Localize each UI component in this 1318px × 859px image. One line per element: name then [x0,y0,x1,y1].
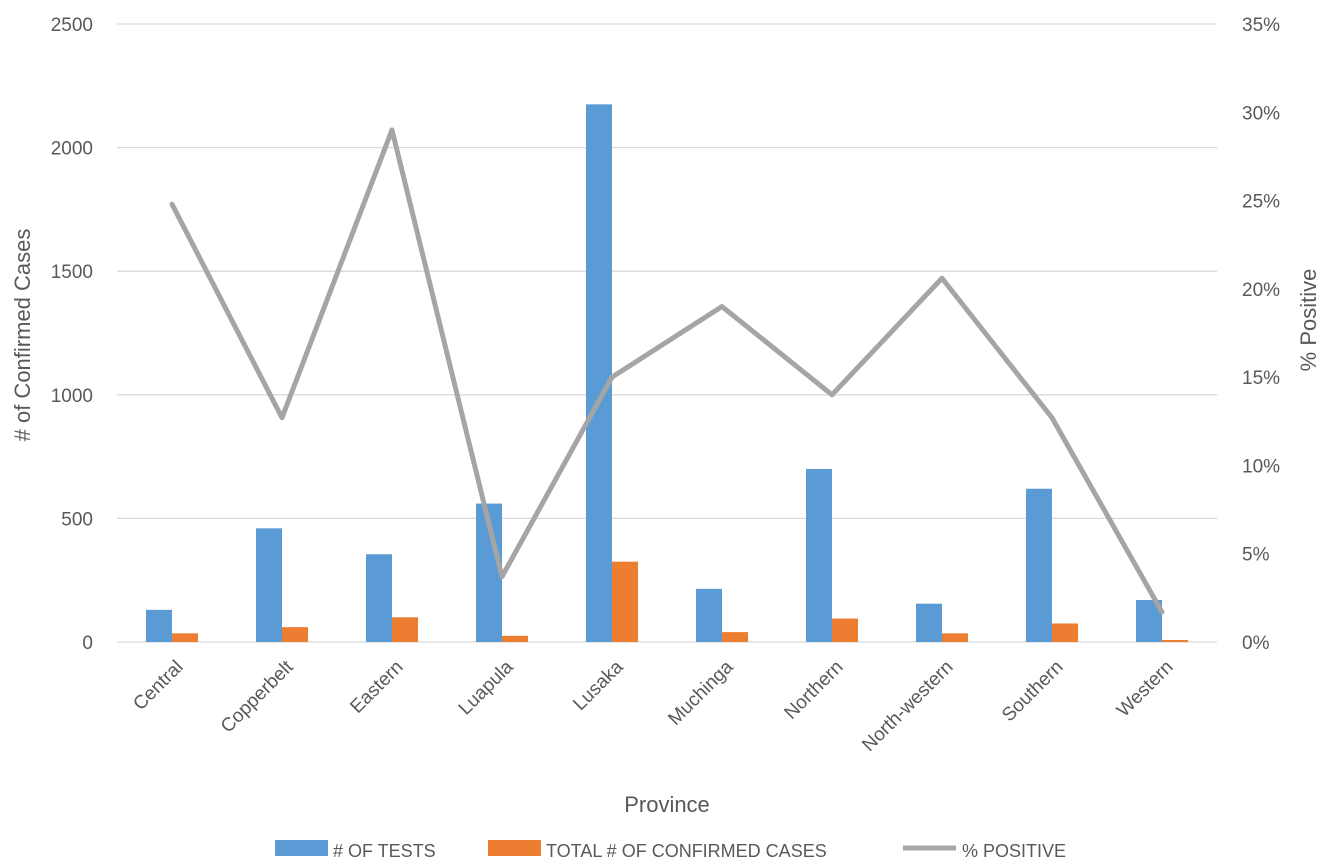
y-tick-label: 1500 [51,262,93,283]
bar-confirmed-muchinga [722,632,748,642]
y-tick-label: 1000 [51,386,93,407]
y2-tick-label: 15% [1242,368,1280,389]
legend: # OF TESTS TOTAL # OF CONFIRMED CASES % … [275,840,1066,859]
y2-tick-label: 5% [1242,545,1270,566]
bars [146,104,1188,643]
bar-tests-northern [806,468,832,642]
y2-tick-label: 25% [1242,192,1280,213]
legend-swatch-tests [275,840,328,856]
positive-line-path [169,127,1165,615]
bar-tests-north-western [916,603,942,642]
x-tick-label: Northern [780,657,847,724]
positive-line [169,127,1165,615]
x-axis-ticks: Central Copperbelt Eastern Luapula Lusaka Muc… [129,656,1177,756]
bar-confirmed-northern [832,618,858,642]
bar-tests-lusaka [586,104,612,643]
y2-axis-title: % Positive [1296,269,1318,372]
x-tick-label: Lusaka [569,656,627,714]
x-tick-label: Copperbelt [217,656,298,737]
legend-label-positive: % POSITIVE [962,841,1066,859]
x-tick-label: North-western [858,657,957,756]
bar-confirmed-north-western [942,633,968,642]
y-axis-title: # of Confirmed Cases [10,229,35,442]
legend-swatch-confirmed [488,840,541,856]
y2-tick-label: 10% [1242,456,1280,477]
y-tick-label: 500 [61,509,93,530]
x-tick-label: Southern [998,657,1067,726]
bar-confirmed-central [172,633,198,642]
y-axis-ticks: 0 500 1000 1500 2000 2500 [51,15,93,654]
bar-tests-southern [1026,488,1052,642]
bar-confirmed-southern [1052,623,1078,642]
x-tick-label: Muchinga [664,656,737,729]
y-tick-label: 2000 [51,139,93,160]
bar-tests-copperbelt [256,528,282,642]
legend-label-confirmed: TOTAL # OF CONFIRMED CASES [546,841,827,859]
x-tick-label: Eastern [346,657,407,718]
y2-tick-label: 35% [1242,15,1280,36]
y-tick-label: 0 [82,633,93,654]
legend-label-tests: # OF TESTS [333,841,436,859]
y2-tick-label: 0% [1242,633,1270,654]
y2-axis-ticks: 0% 5% 10% 15% 20% 25% 30% 35% [1242,15,1280,654]
bar-tests-eastern [366,554,392,642]
bar-confirmed-western [1162,640,1188,642]
bar-confirmed-copperbelt [282,627,308,642]
y2-tick-label: 20% [1242,280,1280,301]
bar-confirmed-luapula [502,635,528,642]
x-tick-label: Western [1113,657,1178,722]
bar-tests-central [146,609,172,642]
y2-tick-label: 30% [1242,103,1280,124]
x-tick-label: Luapula [455,656,518,719]
y-tick-label: 2500 [51,15,93,36]
bar-confirmed-eastern [392,617,418,642]
x-tick-label: Central [129,657,187,715]
bar-confirmed-lusaka [612,561,638,642]
bar-tests-muchinga [696,588,722,642]
x-axis-title: Province [624,792,710,817]
